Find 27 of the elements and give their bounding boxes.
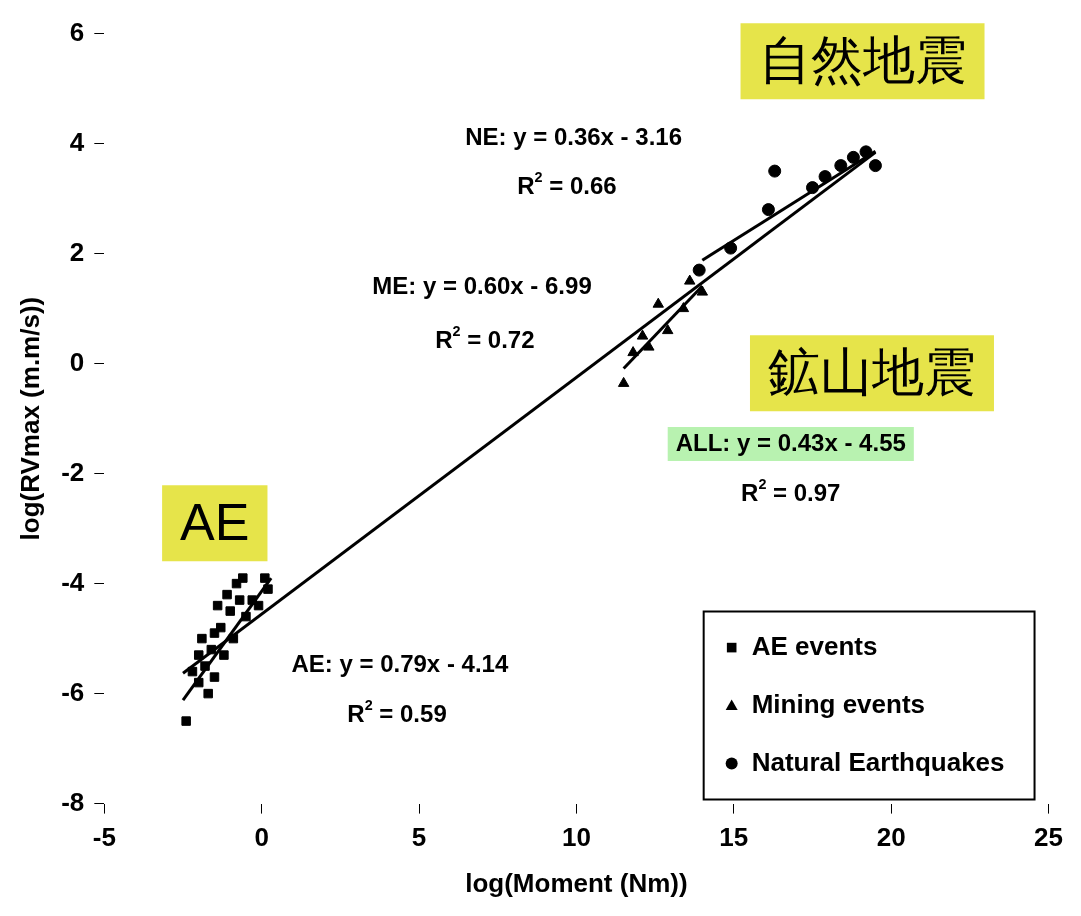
annotation: AE (180, 492, 250, 551)
y-tick-label: 4 (69, 126, 85, 157)
y-tick-label: -8 (61, 786, 85, 817)
x-tick-label: 25 (1034, 822, 1063, 853)
y-tick-label: 0 (69, 346, 85, 377)
y-tick-label: 2 (69, 236, 85, 267)
annotation: ME: y = 0.60x - 6.99 (372, 272, 592, 300)
y-tick-label: -4 (61, 566, 85, 597)
y-tick-label: -6 (61, 676, 85, 707)
legend-label: Natural Earthquakes (751, 746, 1005, 777)
annotation: 自然地震 (758, 30, 967, 89)
x-tick-label: 5 (411, 822, 427, 853)
x-tick-label: -5 (92, 822, 116, 853)
legend-label: Mining events (751, 688, 926, 719)
x-tick-label: 15 (719, 822, 749, 853)
x-tick-label: 10 (561, 822, 591, 853)
x-tick-label: 0 (254, 822, 269, 853)
annotation: AE: y = 0.79x - 4.14 (291, 650, 509, 678)
annotation: NE: y = 0.36x - 3.16 (465, 122, 682, 150)
y-tick-label: -2 (61, 456, 85, 487)
legend-label: AE events (751, 630, 878, 661)
annotation: ALL: y = 0.43x - 4.55 (675, 428, 906, 456)
annotation: 鉱山地震 (767, 342, 976, 401)
y-tick-label: 6 (69, 16, 85, 47)
x-tick-label: 20 (876, 822, 906, 853)
y-axis-title: log(RVmax (m.m/s)) (14, 296, 45, 541)
x-axis-title: log(Moment (Nm)) (465, 867, 688, 898)
